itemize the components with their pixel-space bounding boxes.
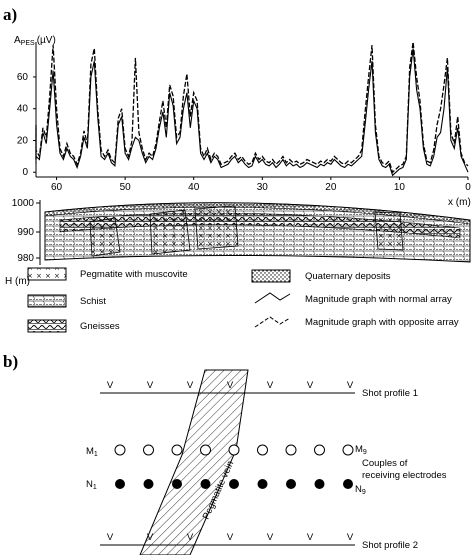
legend: Pegmatite with muscovite Schist Gneisses… [27, 267, 459, 333]
x-tick-label: 20 [325, 182, 337, 193]
legend-line-normal [254, 292, 291, 304]
y-tick-label: 60 [17, 72, 29, 83]
v-mark: V [227, 532, 234, 543]
m-electrode [143, 444, 154, 456]
pegmatite-body-2 [149, 209, 191, 255]
legend-schist: Schist [80, 296, 106, 307]
geological-section: 1000 990 980 [12, 198, 471, 265]
x-axis-label: x (m) [448, 197, 471, 208]
legend-swatch-gneisses [27, 319, 67, 333]
section-y-tick-label: 990 [17, 227, 34, 238]
section-y-tick-label: 1000 [12, 198, 35, 209]
section-y-label: H (m) [5, 276, 30, 287]
panel-b-label: b) [3, 352, 18, 371]
series-opposite-line [35, 41, 469, 174]
chart-axes: 0 20 40 60 60 50 40 30 20 10 0 [17, 42, 471, 193]
n9-label: N9 [355, 484, 366, 496]
y-tick-label: 0 [22, 167, 28, 178]
section-y-tick-label: 980 [17, 253, 34, 264]
quaternary-cover [44, 202, 471, 225]
y-axis-label: APES (µV) [14, 35, 56, 47]
m-electrode [171, 444, 183, 456]
receiving-label-line1: Couples of [362, 458, 408, 469]
legend-quaternary: Quaternary deposits [305, 271, 391, 282]
x-tick-label: 50 [120, 182, 132, 193]
legend-swatch-quaternary [251, 269, 291, 283]
legend-swatch-pegmatite [27, 267, 67, 281]
v-mark: V [347, 532, 354, 543]
n-electrode [143, 479, 154, 489]
legend-gneisses: Gneisses [80, 321, 120, 332]
v-mark: V [107, 380, 114, 391]
legend-pegmatite: Pegmatite with muscovite [80, 269, 188, 280]
pegmatite-body-3 [194, 205, 239, 250]
legend-opposite: Magnitude graph with opposite array [305, 317, 459, 328]
legend-line-opposite [254, 316, 291, 328]
x-tick-label: 10 [394, 182, 406, 193]
n-electrode [115, 479, 125, 489]
m-electrode [114, 444, 126, 456]
n-electrode [200, 479, 211, 489]
n-electrode [343, 479, 353, 489]
v-mark: V [187, 532, 194, 543]
n1-label: N1 [86, 479, 97, 491]
v-mark: V [187, 380, 194, 391]
pegmatite-vein [139, 369, 249, 555]
series-normal-line [35, 48, 469, 177]
n-electrode [172, 479, 182, 489]
v-mark: V [107, 532, 114, 543]
v-mark: V [307, 532, 314, 543]
m1-label: M1 [86, 446, 98, 458]
m-electrodes [114, 444, 354, 456]
n-electrode [229, 479, 239, 489]
v-mark: V [147, 380, 154, 391]
y-tick-label: 40 [17, 104, 29, 115]
y-tick-label: 20 [17, 135, 29, 146]
x-tick-label: 40 [188, 182, 200, 193]
pegmatite-body-4 [374, 211, 404, 251]
n-electrode [314, 479, 325, 489]
legend-normal: Magnitude graph with normal array [305, 294, 452, 305]
m-electrode [257, 444, 268, 456]
v-mark: V [267, 532, 274, 543]
panel-a-label: a) [3, 5, 17, 24]
m-electrode [314, 444, 325, 456]
n-electrode [286, 479, 296, 489]
m9-label: M9 [355, 444, 367, 456]
pegmatite-body-1 [89, 217, 121, 257]
v-mark: V [307, 380, 314, 391]
receiving-label-line2: receiving electrodes [362, 470, 447, 481]
legend-swatch-schist [27, 294, 67, 308]
shot-profile-2-label: Shot profile 2 [362, 540, 418, 551]
v-mark: V [347, 380, 354, 391]
n-electrodes [115, 479, 353, 489]
n-electrode [257, 479, 268, 489]
m-electrode [228, 444, 240, 456]
m-electrode [342, 444, 354, 456]
m-electrode [200, 444, 211, 456]
v-mark: V [267, 380, 274, 391]
chart-series [35, 41, 469, 177]
x-tick-label: 30 [257, 182, 269, 193]
x-tick-label: 60 [51, 182, 63, 193]
shot-profile-1-label: Shot profile 1 [362, 388, 418, 399]
m-electrode [285, 444, 297, 456]
v-mark: V [227, 380, 234, 391]
x-tick-label: 0 [465, 182, 471, 193]
v-mark: V [147, 532, 154, 543]
